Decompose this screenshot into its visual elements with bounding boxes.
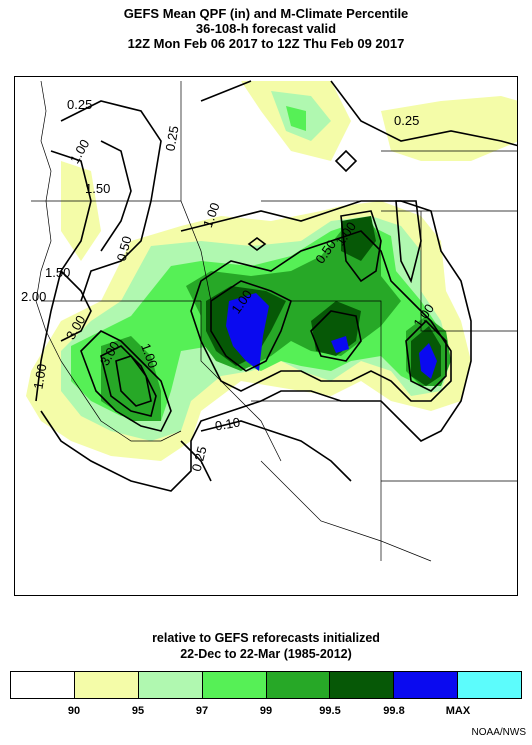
title-line-2: 36-108-h forecast valid (195, 21, 337, 36)
contour-100-coast (35, 150, 92, 402)
legend-tick-90: 90 (67, 705, 81, 717)
legend-swatch-95-97 (137, 672, 202, 698)
shade-97-99-north (286, 106, 306, 131)
contour-label-1: 0.25 (67, 97, 92, 112)
legend-swatch-995-998 (329, 672, 394, 698)
legend-swatch-99-995 (265, 672, 330, 698)
contour-010-south (200, 420, 352, 482)
state-border-id-mt (180, 81, 212, 302)
state-border-ca-nv (200, 301, 282, 462)
contour-label-8: 1.50 (45, 265, 70, 280)
state-border-ut-wy (291, 300, 382, 321)
title-line-1: GEFS Mean QPF (in) and M-Climate Percent… (123, 6, 409, 21)
percentile-shading (26, 81, 517, 461)
credit-label: NOAA/NWS (471, 727, 526, 738)
contour-label-11: 2.00 (21, 289, 46, 304)
shade-998-max-main (226, 293, 269, 371)
contour-sw-innermost (115, 355, 152, 407)
geography-lines (31, 80, 517, 562)
shade-90-95-west-coast (61, 161, 101, 261)
shade-998-max-center (331, 336, 349, 353)
legend-swatch-97-99 (201, 672, 266, 698)
contour-label-5: 1.50 (85, 181, 110, 196)
legend-tick-99: 99 (259, 705, 273, 717)
contour-small-diamond (334, 149, 358, 173)
contour-label-17: 0.10 (214, 414, 242, 433)
contour-inner-main (190, 230, 452, 402)
contour-core-east (405, 319, 447, 392)
contour-150 (60, 270, 92, 342)
contour-main-high (40, 200, 472, 492)
contour-label-19: 1.00 (30, 363, 49, 391)
contour-label-4: 0.25 (394, 113, 419, 128)
contour-label-7: 0.50 (114, 234, 135, 262)
legend-tick-95: 95 (131, 705, 145, 717)
shade-998-max-east (419, 343, 437, 379)
contour-025-northwest (60, 100, 162, 302)
contour-outer (200, 80, 517, 147)
contour-sw-300 (80, 330, 172, 432)
legend-tick-99-8: 99.8 (383, 705, 405, 717)
contour-small-diamond-2 (247, 237, 267, 251)
contour-label-2: 1.00 (67, 137, 93, 166)
percentile-legend-bar (10, 671, 522, 699)
legend-tick-max: MAX (445, 705, 471, 717)
coastline (35, 80, 182, 442)
qpf-map: 0.25 1.00 0.25 0.25 1.50 1.00 0.50 1.50 … (21, 80, 517, 562)
contour-label-18: 0.25 (189, 445, 210, 473)
title-line-3: 12Z Mon Feb 06 2017 to 12Z Thu Feb 09 20… (127, 36, 405, 51)
subtitle-line-2: 22-Dec to 22-Mar (1985-2012) (180, 647, 352, 661)
contour-core-center (310, 310, 362, 362)
subtitle-line-1: relative to GEFS reforecasts initialized (152, 631, 380, 645)
legend-swatch-998-max (393, 672, 458, 698)
map-panel: 0.25 1.00 0.25 0.25 1.50 1.00 0.50 1.50 … (14, 76, 518, 596)
legend-swatch-max (457, 672, 521, 698)
legend-tick-97: 97 (195, 705, 209, 717)
contour-025-south (180, 440, 212, 482)
state-border-wy-east (420, 211, 517, 332)
contour-050-inland (100, 140, 132, 252)
contour-sw-inner (100, 345, 157, 417)
state-border-mexico (260, 460, 432, 562)
contour-core-west (210, 280, 292, 372)
legend-tick-99-5: 99.5 (319, 705, 341, 717)
contour-ne (340, 210, 382, 283)
shade-90-95-northeast (381, 96, 517, 161)
contour-label-3: 0.25 (162, 125, 181, 153)
legend-swatch-below-90 (11, 672, 74, 698)
shade-995-998-ne (341, 216, 376, 261)
legend-swatch-90-95 (73, 672, 138, 698)
qpf-contours (35, 80, 517, 492)
contour-ne-box (395, 200, 422, 284)
